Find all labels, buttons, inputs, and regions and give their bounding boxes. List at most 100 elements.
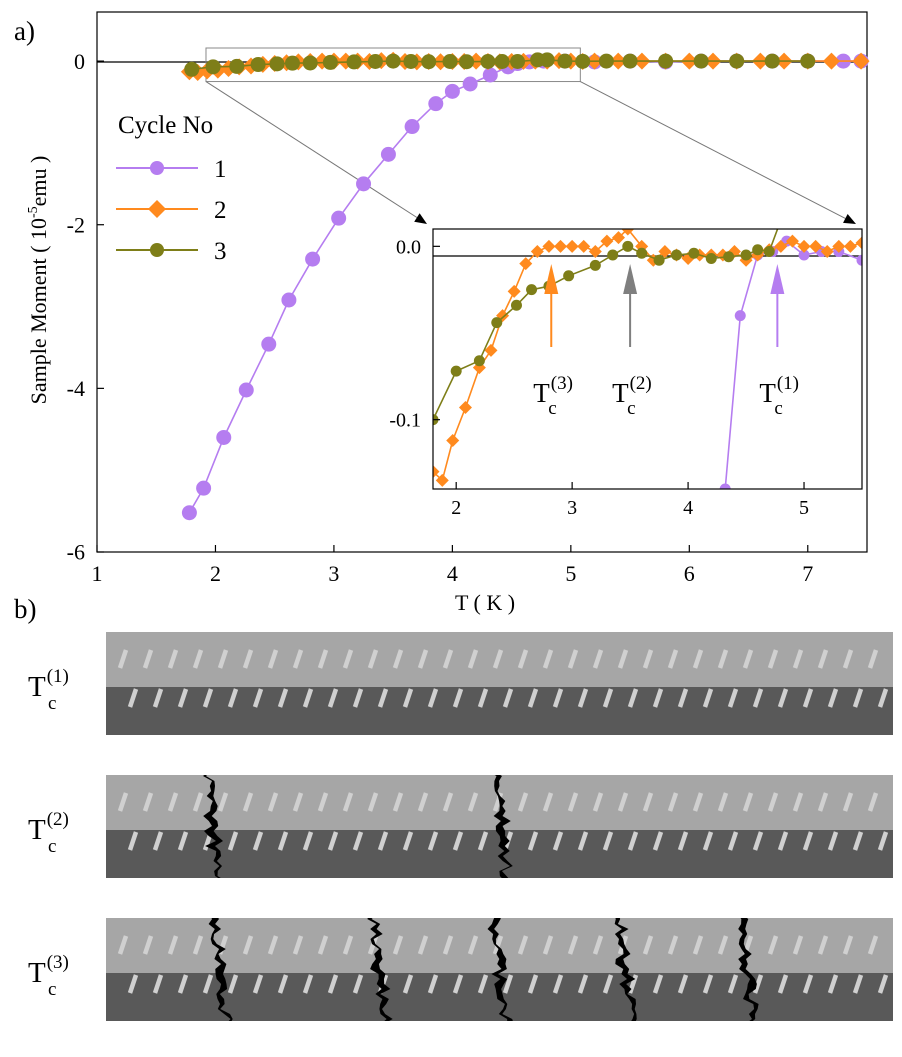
inset-series-2-point: [843, 239, 857, 253]
main-series-3-point: [442, 54, 458, 69]
inset-series-3-point: [763, 246, 775, 258]
inset-series-3-point: [589, 259, 601, 271]
tc-label: T(2) c: [612, 373, 652, 419]
inset-series-2-point: [797, 239, 811, 253]
strip-row-2: [106, 775, 893, 878]
main-series-1-point: [404, 119, 420, 135]
inset-series-2-point: [433, 465, 440, 479]
legend-label-2: 2: [214, 197, 227, 224]
main-series-1-point: [380, 146, 396, 162]
legend-entry-2: 2: [116, 197, 227, 224]
crack: [367, 918, 393, 1021]
inset-x-tick-label: 3: [567, 497, 577, 519]
main-series-1-point: [428, 96, 444, 112]
tc-label: T(1) c: [759, 373, 799, 419]
inset-series-2-point: [519, 257, 533, 271]
main-series-1-point: [261, 336, 277, 352]
main-y-tick-label: -4: [67, 376, 85, 401]
inset-series-2-point: [681, 251, 695, 265]
inset-y-tick-label: 0.0: [396, 236, 421, 258]
main-series-3-point: [729, 53, 745, 69]
inset-background: [433, 229, 862, 489]
main-series-3-point: [367, 54, 383, 69]
inset-series-3-point: [491, 317, 503, 329]
main-x-tick-label: 1: [92, 561, 103, 586]
main-x-tick-label: 3: [328, 561, 339, 586]
inset-series-2-point: [600, 234, 614, 248]
legend-marker-2: [148, 200, 166, 218]
tc-arrowhead: [770, 264, 785, 294]
inset-series-3-point: [636, 247, 648, 259]
main-series-3-point: [693, 53, 709, 69]
inset-series-2-point: [832, 239, 846, 253]
inset-series-3-point: [563, 270, 575, 282]
y-axis-label: Sample Moment ( 10-5emu ): [26, 156, 51, 405]
legend-marker-3: [150, 243, 164, 257]
inset-series-2-point: [785, 234, 799, 248]
inset-series-2-point: [458, 401, 472, 415]
inset-series-3-point: [775, 215, 786, 226]
strip-row-3: [106, 918, 893, 1021]
inset-series-2-point: [658, 245, 672, 259]
crack: [487, 918, 513, 1021]
inset-series-3-point: [510, 299, 522, 311]
main-series-3-point: [575, 53, 591, 69]
inset-x-tick-label: 4: [683, 497, 693, 519]
inset-series-2-point: [774, 239, 788, 253]
main-series-3-point: [557, 53, 573, 69]
inset-x-tick-label: 2: [451, 497, 461, 519]
main-y-tick-label: -6: [67, 540, 85, 565]
inset-series-3-point: [607, 249, 619, 261]
y-axis-label-unit: emu ): [26, 156, 51, 207]
inset-series-3-point: [670, 249, 682, 261]
main-y-tick-label: 0: [74, 49, 85, 74]
strip-bottom-layer: [106, 830, 893, 878]
legend-entry-3: 3: [116, 238, 227, 265]
inset-x-tick-label: 5: [799, 497, 809, 519]
inset-y-ticks: 0.0 -0.1: [389, 236, 440, 432]
panel-b-crack-diagrams: T(1) c T(2) c T(3) c: [28, 632, 893, 1021]
inset-series-2-point: [565, 239, 579, 253]
inset-series-3-point: [723, 251, 735, 263]
main-series-3-point: [229, 58, 245, 74]
main-series-3-point: [421, 54, 437, 70]
y-axis-label-exponent: -5: [26, 206, 41, 218]
main-plot-frame: [96, 11, 868, 553]
inset-series-3-point: [526, 284, 538, 296]
inset-series-3-point: [705, 252, 717, 264]
inset-plot: 2 3 4 5 0.0 -0.1 T(3) c T(2) c T(1) c: [389, 215, 863, 519]
main-series-3-point: [284, 55, 300, 71]
x-axis-label: T ( K ): [455, 590, 515, 615]
main-series-2-point: [822, 52, 840, 70]
inset-series-3-point: [752, 244, 764, 256]
main-series-1-point: [238, 382, 254, 398]
inset-series-2-point: [588, 245, 602, 259]
strip-label-1: T(1) c: [28, 666, 69, 714]
main-series-3-point: [622, 53, 638, 69]
panel-label-a: a): [14, 16, 35, 46]
legend-entry-1: 1: [116, 156, 227, 183]
crack: [203, 775, 223, 878]
inset-series-3-point: [653, 254, 665, 266]
main-series-3-point: [205, 59, 221, 75]
main-series-3-point: [269, 56, 285, 72]
main-series-3-point: [494, 54, 510, 69]
inset-series-1-point: [719, 483, 731, 489]
tc-arrowhead: [544, 264, 559, 294]
main-x-tick-label: 4: [447, 561, 458, 586]
strip-row-1: [106, 632, 893, 735]
inset-series-2-point: [530, 245, 544, 259]
main-series-3-point: [800, 53, 816, 69]
main-series-1-point: [462, 76, 478, 92]
main-series-3-point: [510, 54, 526, 69]
inset-x-ticks: 2 3 4 5: [451, 482, 809, 519]
main-series-3-point: [302, 55, 318, 71]
inset-series-2-point: [435, 473, 449, 487]
strip-stripes: [117, 649, 893, 708]
main-series-group: [180, 51, 870, 521]
main-series-3-point: [658, 53, 674, 69]
main-x-ticks: 1 2 3 4 5 6 7: [92, 545, 813, 586]
crack: [493, 775, 513, 878]
main-plot: 1 2 3 4 5 6 7 0 -2 -4 -6: [67, 11, 870, 586]
